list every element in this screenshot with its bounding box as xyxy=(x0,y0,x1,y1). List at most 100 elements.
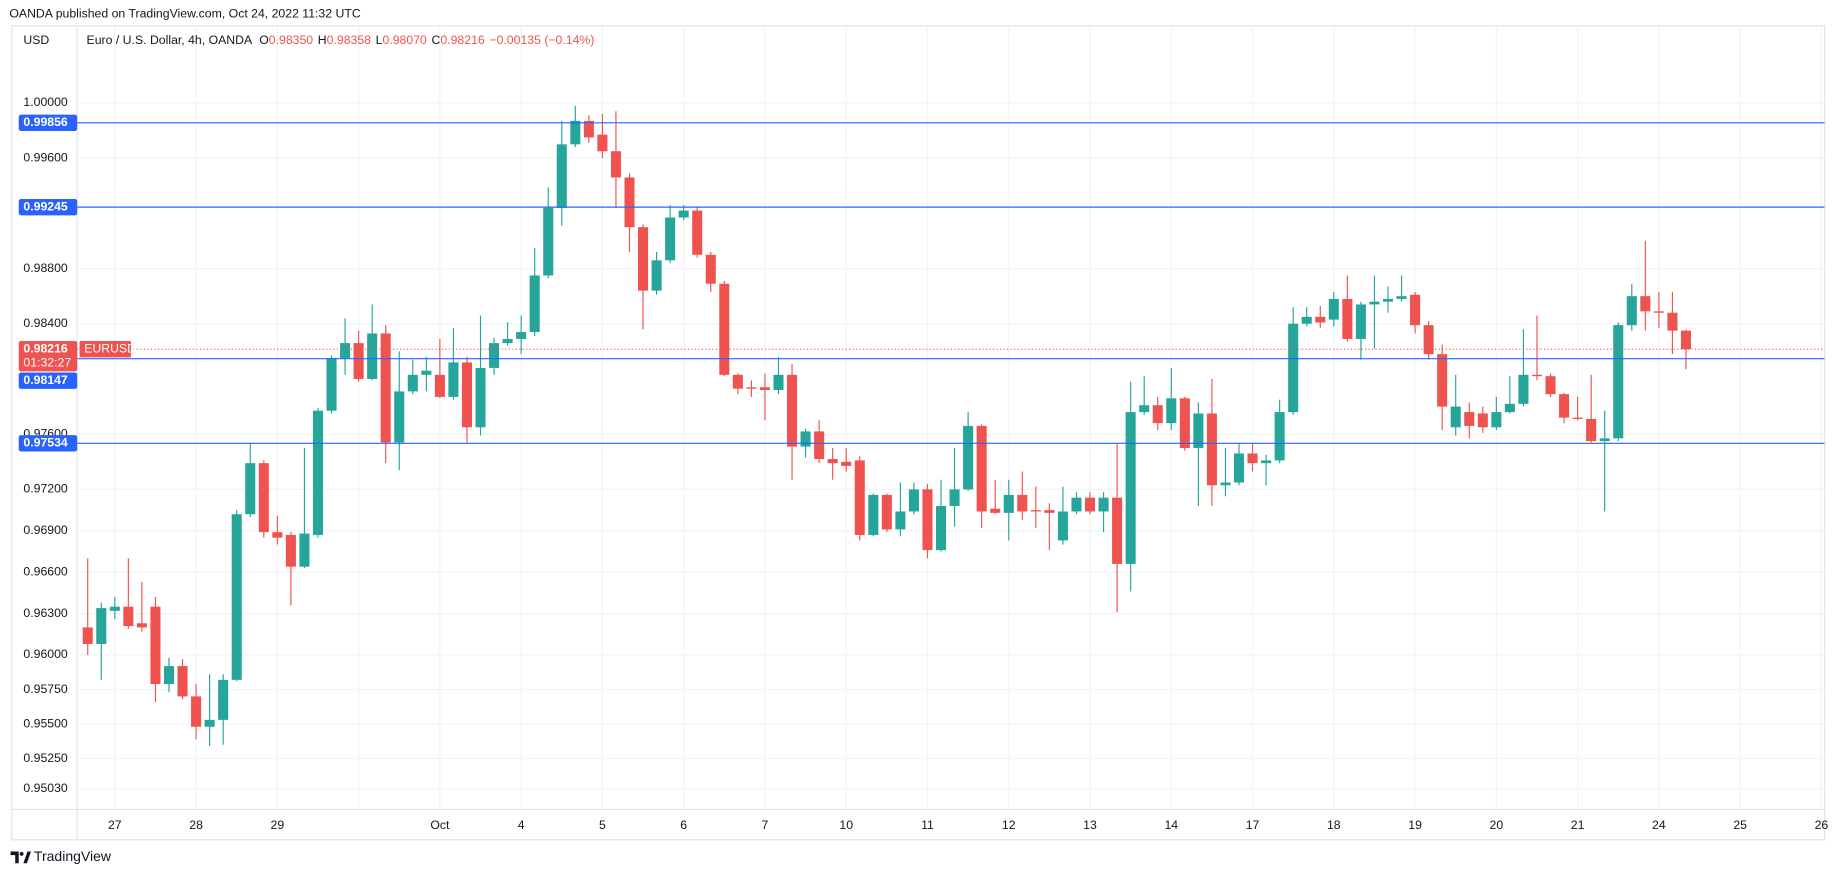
candle-body xyxy=(1450,406,1461,428)
candle-body xyxy=(1112,497,1123,564)
candle-body xyxy=(692,210,703,255)
y-tick-label: 0.95030 xyxy=(23,781,68,795)
candle-body xyxy=(1586,418,1597,442)
candle-body xyxy=(1017,494,1028,512)
x-tick-label: 29 xyxy=(271,818,285,832)
candle-body xyxy=(556,144,567,208)
candle-body xyxy=(1247,453,1258,464)
candle-body xyxy=(922,489,933,551)
candle-body xyxy=(1030,510,1041,512)
x-tick-label: 28 xyxy=(189,818,203,832)
axes: 1.000000.996000.988000.984000.976000.972… xyxy=(18,95,1828,832)
candle-body xyxy=(1423,325,1434,355)
candle-body xyxy=(163,666,175,684)
candle-body xyxy=(949,489,960,506)
candle-body xyxy=(719,283,730,375)
y-tick-label: 0.98400 xyxy=(23,316,68,330)
candle-body xyxy=(665,217,676,261)
candle-body xyxy=(1152,405,1163,424)
candle-body xyxy=(1261,460,1272,464)
candle-body xyxy=(935,505,947,551)
x-tick-label: 21 xyxy=(1571,818,1585,832)
candle-body xyxy=(800,431,811,447)
candle-body xyxy=(502,338,513,344)
candle-body xyxy=(272,532,283,538)
candle-body xyxy=(570,120,581,145)
countdown-label: 01:32:27 xyxy=(23,355,71,369)
candle-body xyxy=(1139,405,1150,413)
candle-body xyxy=(82,627,93,644)
candle-body xyxy=(421,370,432,375)
ohlc-label: C xyxy=(432,33,441,47)
last-price-label: 0.98216 xyxy=(23,341,68,355)
candle-body xyxy=(177,666,188,697)
ohlc-label: H xyxy=(318,33,327,47)
candle-body xyxy=(407,374,418,392)
candle-body xyxy=(312,410,324,535)
candle-body xyxy=(881,494,892,530)
candle-body xyxy=(1098,497,1109,512)
logo-mark xyxy=(10,851,19,864)
candle-body xyxy=(258,463,269,533)
symbol-tag: EURUSD xyxy=(84,341,136,355)
candle-body xyxy=(827,459,838,464)
candle-body xyxy=(245,463,256,515)
x-tick-label: 11 xyxy=(921,818,934,832)
candle-body xyxy=(489,343,500,368)
candle-body xyxy=(461,362,472,428)
y-tick-label: 0.95250 xyxy=(23,751,68,765)
candle-body xyxy=(475,367,486,428)
candle-body xyxy=(543,207,554,276)
candle-body xyxy=(204,719,215,727)
logo-dot xyxy=(19,852,24,856)
candle-body xyxy=(732,374,743,389)
candle-body xyxy=(1233,453,1245,483)
candle-body xyxy=(854,460,865,535)
x-tick-label: 24 xyxy=(1652,818,1666,832)
candle-body xyxy=(448,362,459,397)
candle-body xyxy=(814,431,825,460)
candle-body xyxy=(1410,294,1421,326)
candle-body xyxy=(1477,413,1488,428)
level-label: 0.97534 xyxy=(23,436,68,450)
candle-body xyxy=(1057,511,1068,541)
x-tick-label: 25 xyxy=(1733,818,1747,832)
candle-body xyxy=(610,151,621,178)
x-tick-label: 20 xyxy=(1490,818,1504,832)
candle-body xyxy=(1125,412,1136,564)
candle-body xyxy=(1626,296,1637,326)
candle-body xyxy=(191,696,202,727)
last-price-box xyxy=(18,340,78,372)
symbol-header: Euro / U.S. Dollar, 4h, OANDA O0.98350 H0.… xyxy=(87,33,595,47)
symbol-tag-box xyxy=(79,340,131,358)
candle-body xyxy=(773,374,784,391)
candle-body xyxy=(705,254,716,284)
candle-body xyxy=(136,623,147,628)
candle-body xyxy=(353,343,364,379)
candle-body xyxy=(1288,323,1299,413)
candle-body xyxy=(908,489,919,512)
level-label: 0.98147 xyxy=(23,373,68,387)
candle-body xyxy=(1382,298,1394,302)
candle-body xyxy=(1220,482,1231,486)
level-label-box xyxy=(18,114,78,131)
level-label: 0.99245 xyxy=(23,199,68,213)
candle-body xyxy=(109,606,120,611)
y-tick-label: 0.96000 xyxy=(23,647,68,661)
grid xyxy=(77,25,1825,810)
candle-body xyxy=(963,425,974,490)
candle-body xyxy=(787,374,798,447)
y-tick-label: 0.98800 xyxy=(23,261,68,275)
candle-body xyxy=(1491,412,1502,428)
candle-body xyxy=(651,260,662,291)
y-tick-label: 0.96900 xyxy=(23,523,68,537)
chart-frame xyxy=(11,25,1826,841)
symbol-title: Euro / U.S. Dollar, 4h, OANDA xyxy=(87,33,253,47)
x-tick-label: 6 xyxy=(680,818,687,832)
y-tick-label: 1.00000 xyxy=(23,95,68,109)
candle-body xyxy=(1355,304,1366,339)
candle-body xyxy=(990,508,1001,513)
candle-body xyxy=(583,120,594,138)
candle-body xyxy=(841,461,852,466)
